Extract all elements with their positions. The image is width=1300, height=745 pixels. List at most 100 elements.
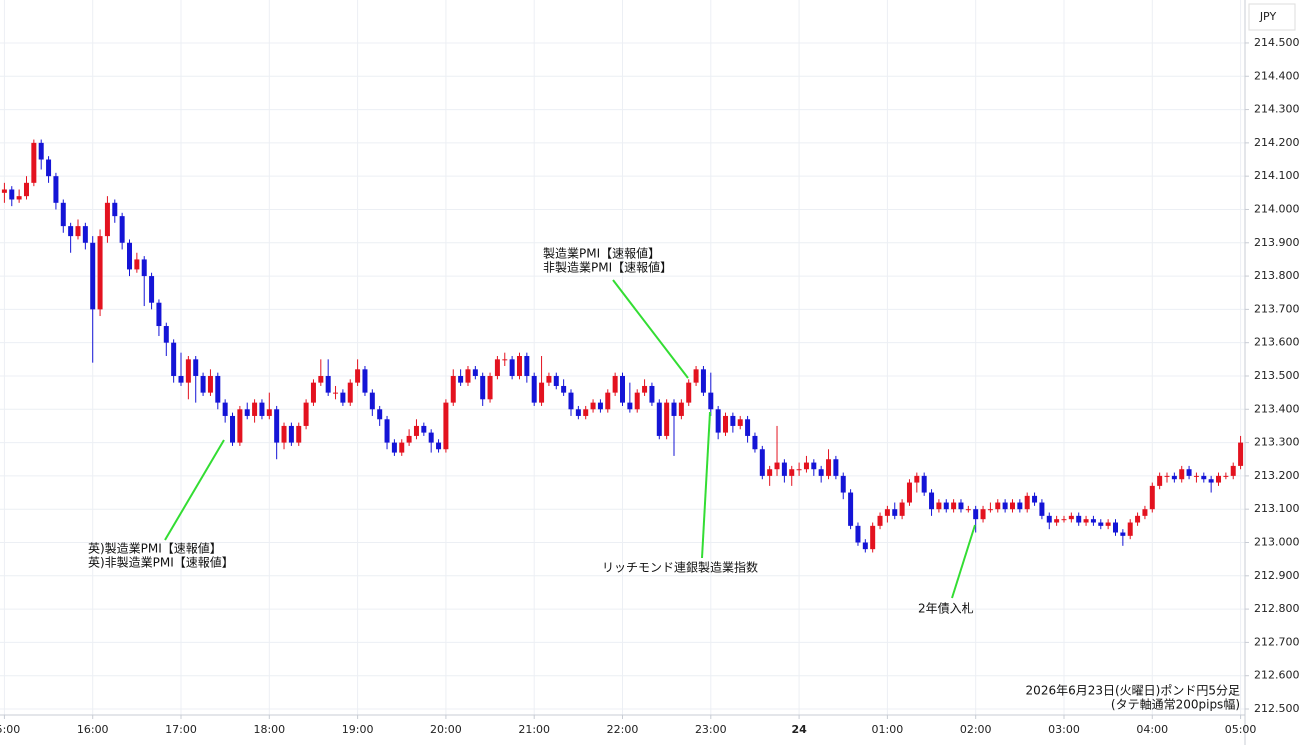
x-tick-label: 18:00	[253, 723, 285, 736]
candle-body	[119, 216, 125, 243]
candle-body	[1238, 442, 1244, 466]
candle-body	[973, 509, 979, 520]
y-tick-label: 213.300	[1254, 436, 1300, 449]
y-tick-label: 212.900	[1254, 569, 1300, 582]
candle-body	[671, 402, 677, 416]
candle-body	[1157, 475, 1163, 486]
annotation-lines	[164, 279, 976, 599]
candle-body	[1098, 522, 1104, 526]
annotation-line	[612, 279, 689, 379]
currency-box	[1248, 3, 1296, 31]
candle-body	[252, 402, 258, 416]
candle-body	[23, 182, 29, 197]
annotation: 2年債入札	[918, 601, 974, 616]
candle-body	[178, 375, 184, 383]
candle-body	[627, 402, 633, 410]
candle-body	[1208, 479, 1214, 483]
candle-body	[1017, 502, 1023, 510]
candle-body	[781, 462, 787, 476]
x-tick-label: 03:00	[1048, 723, 1080, 736]
candle-body	[634, 392, 640, 410]
candle-body	[458, 375, 464, 383]
candle-body	[230, 415, 236, 443]
candle-body	[524, 356, 530, 376]
candle-body	[767, 469, 773, 476]
candle-body	[149, 276, 155, 303]
annotation: 英)製造業PMI【速報値】	[88, 541, 222, 556]
candle-body	[561, 385, 567, 393]
x-tick-label: 19:00	[342, 723, 374, 736]
candle-body	[1120, 532, 1126, 536]
candle-body	[141, 259, 147, 277]
candle-body	[494, 359, 500, 376]
candle-body	[90, 242, 96, 310]
candle-body	[1127, 522, 1133, 536]
grid	[0, 0, 1245, 715]
candle-body	[546, 375, 552, 383]
annotation-line	[164, 439, 225, 541]
candle-body	[803, 462, 809, 470]
candle-body	[46, 159, 52, 177]
candle-body	[60, 202, 66, 227]
candle-body	[163, 326, 169, 343]
candle-body	[605, 392, 611, 410]
y-tick-label: 213.000	[1254, 535, 1300, 548]
candle-body	[31, 142, 37, 183]
candle-body	[921, 475, 927, 493]
candle-body	[583, 409, 589, 416]
y-tick-label: 213.700	[1254, 302, 1300, 315]
candle-body	[82, 226, 88, 243]
y-tick-label: 214.000	[1254, 202, 1300, 215]
x-tick-label: 02:00	[960, 723, 992, 736]
candle-body	[862, 542, 868, 550]
candle-body	[355, 369, 361, 383]
candle-body	[1068, 515, 1074, 520]
candle-body	[259, 402, 265, 416]
candle-body	[362, 369, 368, 393]
candle-body	[980, 509, 986, 520]
candle-body	[480, 375, 486, 400]
candle-body	[1083, 519, 1089, 523]
candle-body	[1186, 469, 1192, 476]
annotation: 英)非製造業PMI【速報値】	[88, 555, 234, 570]
candle-body	[1054, 519, 1060, 523]
candle-body	[1112, 522, 1118, 533]
candle-body	[789, 469, 795, 476]
annotation: 製造業PMI【速報値】	[543, 246, 660, 261]
candle-body	[193, 359, 199, 376]
candle-body	[156, 302, 162, 327]
y-tick-label: 214.200	[1254, 136, 1300, 149]
candle-body	[509, 359, 515, 376]
candle-body	[1171, 475, 1177, 480]
candle-body	[274, 409, 280, 443]
candle-body	[369, 392, 375, 410]
candle-body	[877, 515, 883, 526]
candle-body	[708, 392, 714, 410]
candle-body	[134, 259, 140, 270]
candle-body	[575, 409, 581, 416]
candle-body	[1009, 502, 1015, 510]
candle-body	[200, 375, 206, 393]
y-tick-label: 214.400	[1254, 69, 1300, 82]
candle-body	[244, 409, 250, 416]
x-tick-label: 21:00	[518, 723, 550, 736]
currency-label: JPY	[1259, 10, 1277, 23]
candle-body	[892, 509, 898, 516]
candle-body	[737, 419, 743, 426]
candle-body	[391, 442, 397, 453]
candle-body	[995, 502, 1001, 510]
candle-body	[450, 375, 456, 403]
candle-body	[664, 402, 670, 436]
candle-body	[1230, 465, 1236, 476]
candle-body	[104, 202, 110, 237]
candle-body	[1039, 502, 1045, 516]
candle-body	[693, 369, 699, 383]
y-tick-label: 212.500	[1254, 702, 1300, 715]
annotation: 非製造業PMI【速報値】	[543, 260, 672, 275]
candle-body	[68, 226, 74, 237]
candle-body	[759, 449, 765, 476]
candle-body	[318, 375, 324, 383]
candle-body	[774, 462, 780, 470]
candle-body	[288, 425, 294, 443]
